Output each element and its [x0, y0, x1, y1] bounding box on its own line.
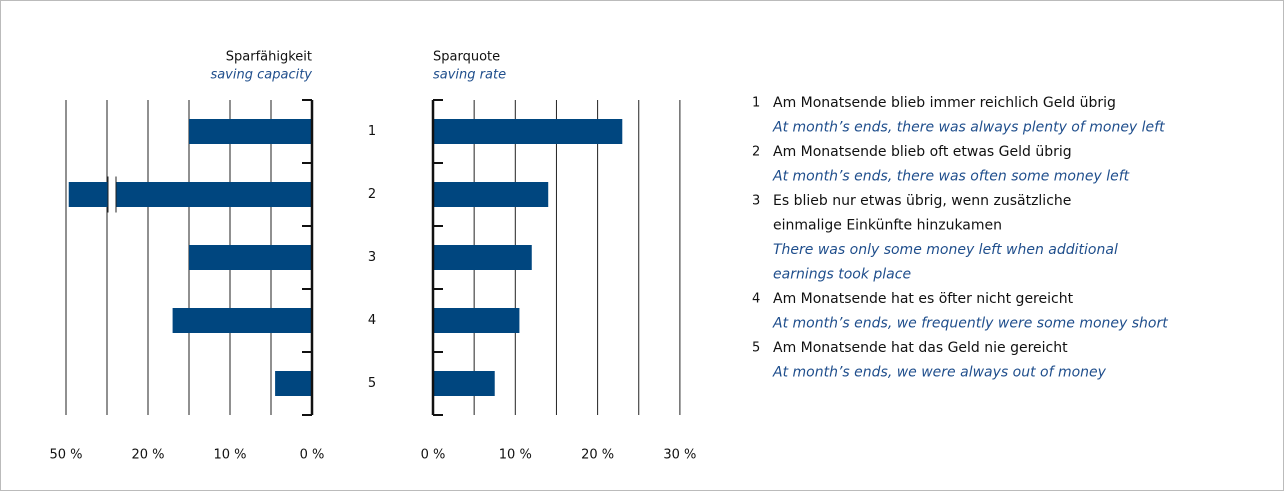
bar — [433, 308, 520, 333]
x-tick-label: 20 % — [581, 448, 614, 463]
bar — [433, 119, 623, 144]
legend-number: 2 — [752, 145, 760, 160]
legend-number: 4 — [752, 292, 760, 307]
bar — [172, 308, 312, 333]
category-label: 5 — [368, 376, 376, 391]
x-tick-label: 30 % — [663, 448, 696, 463]
panel-subtitle: saving rate — [433, 68, 506, 83]
bar — [433, 371, 495, 396]
bar — [433, 245, 532, 270]
bar — [275, 371, 312, 396]
panel-title: Sparfähigkeit — [226, 50, 312, 65]
category-label: 1 — [368, 124, 376, 139]
panel-subtitle: saving capacity — [210, 68, 312, 83]
legend-en: earnings took place — [773, 267, 911, 283]
legend-number: 3 — [752, 194, 760, 209]
legend-number: 5 — [752, 341, 760, 356]
x-tick-label: 10 % — [213, 448, 246, 463]
bar — [433, 182, 549, 207]
category-label: 3 — [368, 250, 376, 265]
legend-en: At month’s ends, we were always out of m… — [772, 365, 1107, 381]
panel-title: Sparquote — [433, 50, 500, 65]
x-tick-label: 50 % — [49, 448, 82, 463]
legend-de: Am Monatsende blieb oft etwas Geld übrig — [773, 144, 1072, 160]
legend-en: At month’s ends, there was often some mo… — [772, 169, 1130, 185]
x-tick-label: 20 % — [131, 448, 164, 463]
legend-de: einmalige Einkünfte hinzukamen — [773, 218, 1002, 234]
legend-de: Am Monatsende hat es öfter nicht gereich… — [773, 291, 1074, 307]
category-label: 2 — [368, 187, 376, 202]
legend-number: 1 — [752, 96, 760, 111]
x-tick-label: 10 % — [499, 448, 532, 463]
bar — [68, 182, 312, 207]
axis-break — [108, 176, 116, 213]
legend-de: Am Monatsende blieb immer reichlich Geld… — [773, 95, 1116, 111]
category-label: 4 — [368, 313, 376, 328]
legend-en: There was only some money left when addi… — [773, 242, 1118, 258]
legend-de: Am Monatsende hat das Geld nie gereicht — [773, 340, 1068, 356]
bar — [189, 245, 312, 270]
x-tick-label: 0 % — [300, 448, 325, 463]
x-tick-label: 0 % — [421, 448, 446, 463]
legend-de: Es blieb nur etwas übrig, wenn zusätzlic… — [773, 193, 1071, 209]
legend-en: At month’s ends, we frequently were some… — [772, 316, 1168, 332]
bar — [189, 119, 312, 144]
legend-en: At month’s ends, there was always plenty… — [772, 120, 1165, 136]
